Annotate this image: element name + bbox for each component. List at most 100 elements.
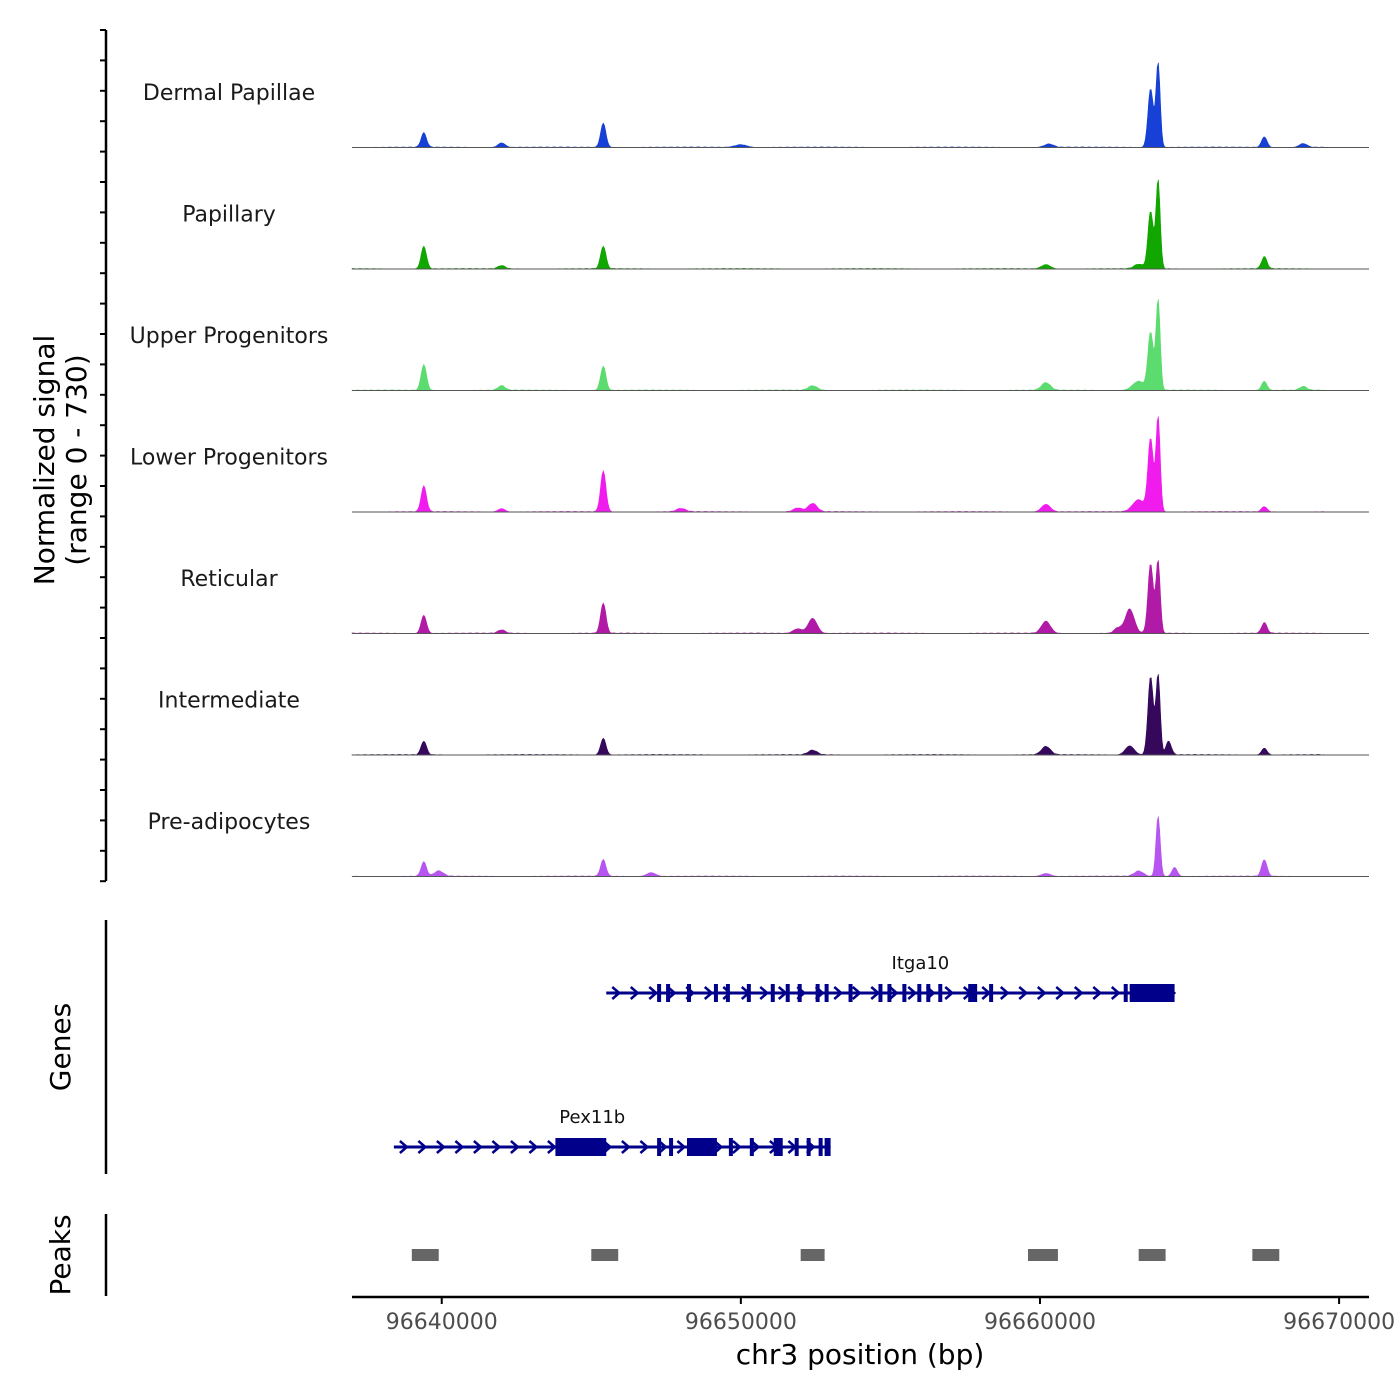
gene-exon	[1129, 984, 1175, 1002]
gene-exon	[785, 984, 790, 1002]
strand-arrow	[833, 986, 844, 1000]
strand-arrow	[629, 986, 640, 1000]
gene-exon	[725, 984, 730, 1002]
gene-exon	[657, 984, 662, 1002]
signal-track-pre-adipocytes: Pre-adipocytes	[148, 810, 1369, 877]
x-tick-label: 96650000	[685, 1310, 797, 1335]
gene-exon	[657, 1138, 662, 1156]
x-axis-ticks: 96640000 96650000 96660000 96670000	[386, 1297, 1395, 1335]
signal-area	[351, 416, 1326, 513]
track-label: Upper Progenitors	[130, 324, 329, 349]
gene-exon	[770, 984, 775, 1002]
strand-arrow	[1110, 986, 1121, 1000]
gene-exon	[917, 984, 922, 1002]
strand-arrow	[732, 1140, 742, 1154]
genes-panel-label: Genes	[44, 1003, 77, 1091]
gene-exon	[938, 984, 943, 1002]
gene-exon	[713, 984, 718, 1002]
track-label: Papillary	[182, 203, 276, 228]
strand-arrow	[399, 1140, 409, 1154]
track-label: Lower Progenitors	[130, 446, 328, 471]
gene-label: Pex11b	[559, 1107, 625, 1128]
gene-exon	[926, 984, 931, 1002]
gene-exon	[794, 1138, 799, 1156]
strand-arrow	[621, 1140, 631, 1154]
gene-exon	[815, 984, 820, 1002]
signal-area	[351, 560, 1325, 634]
x-axis-title: chr3 position (bp)	[736, 1338, 985, 1371]
strand-arrow	[999, 986, 1010, 1000]
peak-region	[1138, 1249, 1166, 1261]
gene-exon	[1123, 984, 1128, 1002]
strand-arrow	[1073, 986, 1084, 1000]
signal-area	[351, 674, 1326, 756]
strand-arrow	[611, 986, 622, 1000]
signal-y-axis-range: (range 0 - 730)	[60, 354, 93, 565]
gene-exon	[728, 1138, 733, 1156]
strand-arrow	[1036, 986, 1047, 1000]
signal-track-papillary: Papillary	[182, 179, 1369, 270]
strand-arrow	[888, 986, 899, 1000]
gene-exon	[887, 984, 892, 1002]
signal-track-upper-progenitors: Upper Progenitors	[130, 299, 1369, 391]
strand-arrow	[528, 1140, 539, 1154]
signal-y-axis-title: Normalized signal	[28, 335, 61, 586]
signal-y-axis-ticks	[100, 29, 106, 883]
signal-area	[351, 179, 1325, 270]
gene-exon	[878, 984, 883, 1002]
signal-track-intermediate: Intermediate	[158, 674, 1369, 756]
gene-exon	[806, 1138, 811, 1156]
gene-exon	[749, 1138, 754, 1156]
strand-arrow	[1055, 986, 1066, 1000]
strand-arrow	[417, 1140, 428, 1154]
gene-exon	[848, 984, 853, 1002]
signal-track-dermal-papillae: Dermal Papillae	[143, 62, 1369, 148]
gene-label: Itga10	[892, 953, 950, 974]
gene-exon	[773, 1138, 783, 1156]
peak-regions-track	[411, 1249, 1280, 1261]
strand-arrow	[722, 986, 733, 1000]
peak-region	[800, 1249, 825, 1261]
gene-exon	[824, 1138, 831, 1156]
track-label: Reticular	[180, 567, 278, 592]
gene-exon	[555, 1138, 607, 1156]
strand-arrow	[1018, 986, 1029, 1000]
gene-exon	[989, 984, 994, 1002]
gene-exon	[687, 1138, 717, 1156]
strand-arrow	[703, 986, 714, 1000]
strand-arrow	[666, 986, 677, 1000]
strand-arrow	[436, 1140, 446, 1154]
track-label: Pre-adipocytes	[148, 810, 311, 835]
strand-arrow	[473, 1140, 483, 1154]
gene-exon	[797, 984, 802, 1002]
strand-arrow	[491, 1140, 502, 1154]
strand-arrow	[944, 986, 955, 1000]
signal-track-reticular: Reticular	[180, 560, 1369, 634]
gene-exon	[818, 1138, 823, 1156]
signal-area	[351, 816, 1325, 877]
peak-region	[1252, 1249, 1280, 1261]
gene-exon	[687, 984, 692, 1002]
strand-arrow	[648, 986, 659, 1000]
gene-exon	[666, 984, 671, 1002]
x-tick-label: 96640000	[386, 1310, 498, 1335]
gene-exon	[902, 984, 907, 1002]
strand-arrow	[639, 1140, 650, 1154]
strand-arrow	[1092, 986, 1103, 1000]
x-tick-label: 96660000	[984, 1310, 1096, 1335]
x-tick-label: 96670000	[1283, 1310, 1395, 1335]
gene-itga10: Itga10	[606, 953, 1177, 1002]
signal-area	[351, 299, 1325, 391]
gene-annotation-track: Itga10 Pex11b	[393, 953, 1177, 1156]
signal-area	[352, 62, 1326, 148]
peak-region	[1028, 1249, 1058, 1261]
gene-exon	[669, 1138, 674, 1156]
gene-pex11b: Pex11b	[393, 1107, 831, 1156]
strand-arrow	[454, 1140, 465, 1154]
strand-arrow	[870, 986, 881, 1000]
strand-arrow	[851, 986, 862, 1000]
signal-track-lower-progenitors: Lower Progenitors	[130, 416, 1369, 513]
strand-arrow	[676, 1140, 687, 1154]
gene-exon	[746, 984, 751, 1002]
